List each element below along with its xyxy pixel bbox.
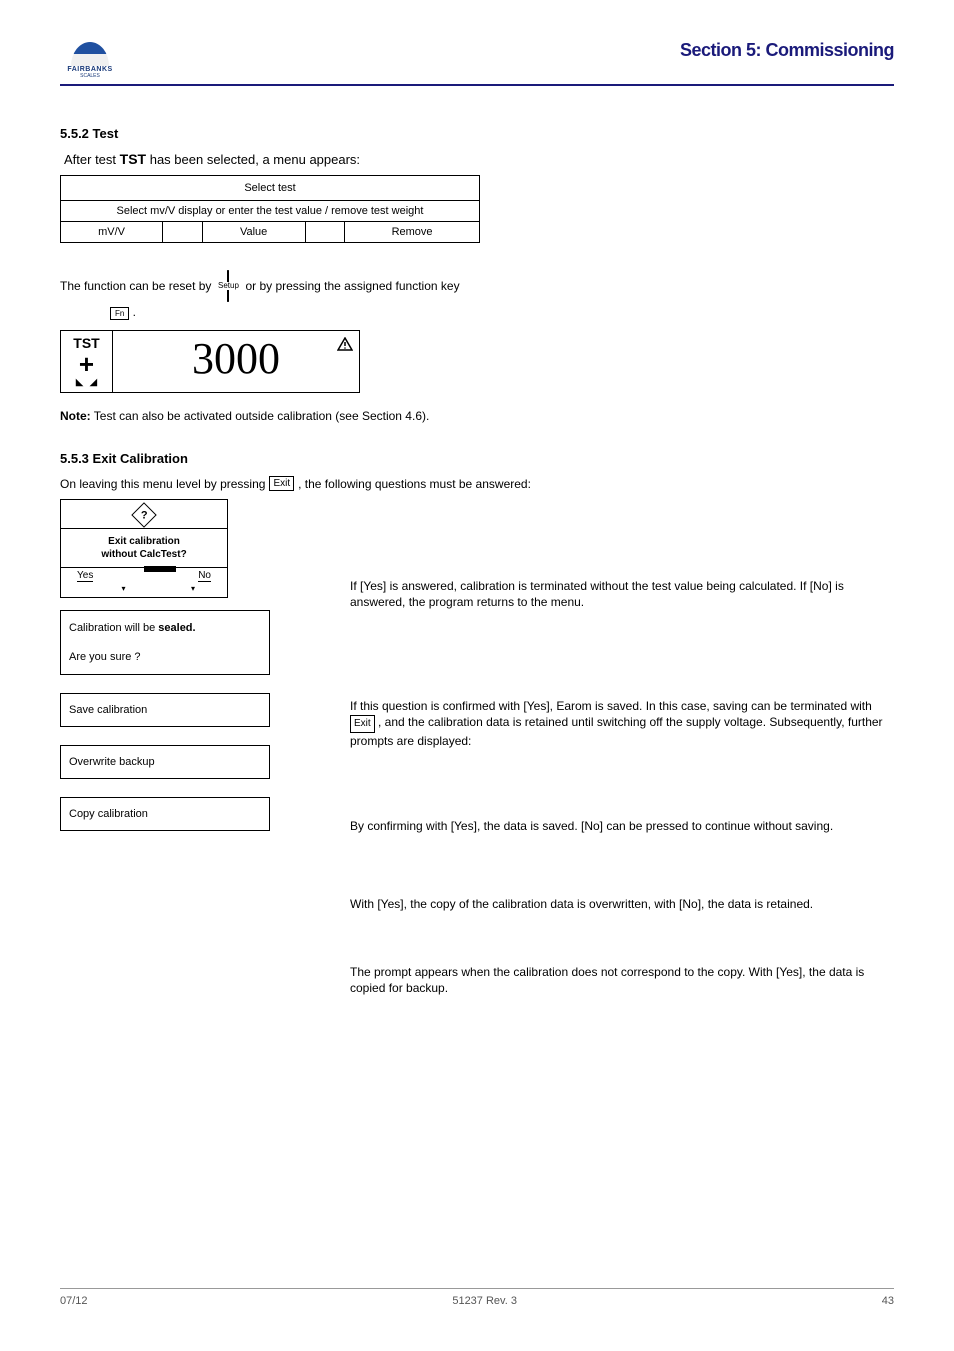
exit-key-icon-2: Exit xyxy=(350,715,375,733)
save-cal-box: Save calibration xyxy=(60,693,270,727)
note-line: Note: Test can also be activated outside… xyxy=(60,409,894,423)
reset-text-1: The function can be reset by xyxy=(60,279,211,293)
seal1-l1: Calibration will be xyxy=(69,622,155,634)
footer-left: 07/12 xyxy=(60,1295,88,1307)
dialog-yes: Yes▾ xyxy=(61,568,144,597)
menu-opt-mvv: mV/V xyxy=(61,222,163,243)
seal1-l3: Are you sure ? xyxy=(69,651,141,663)
dialog-explain: If [Yes] is answered, calibration is ter… xyxy=(350,578,880,610)
menu-title: Select test xyxy=(61,176,480,201)
setup-label: Setup xyxy=(215,282,241,290)
menu-opt-blank1 xyxy=(163,222,203,243)
exit-text-2: , the following questions must be answer… xyxy=(298,477,531,491)
page-header: FAIRBANKS SCALES Section 5: Commissionin… xyxy=(60,40,894,86)
section-title: Section 5: Commissioning xyxy=(680,40,894,61)
reset-text-2: or by pressing the assigned function key xyxy=(245,279,459,293)
menu-row2: Select mv/V display or enter the test va… xyxy=(61,201,480,222)
menu-opt-blank2 xyxy=(305,222,345,243)
subsection-5-5-3-num: 5.5.3 xyxy=(60,451,89,466)
footer-center: 51237 Rev. 3 xyxy=(452,1295,517,1307)
exit-key-icon: Exit xyxy=(269,476,294,491)
fairbanks-logo: FAIRBANKS SCALES xyxy=(60,40,120,80)
setup-icon: Setup xyxy=(215,271,241,301)
reset-line-1: The function can be reset by Setup or by… xyxy=(60,271,894,301)
tst-label: TST xyxy=(120,151,146,167)
subsection-5-5-2: 5.5.2 Test xyxy=(60,126,894,141)
display-left-panel: TST + ◣◢ xyxy=(61,331,113,392)
overwrite-backup-box: Overwrite backup xyxy=(60,745,270,779)
tst-display: TST + ◣◢ 3000 xyxy=(60,330,360,393)
after-test-prefix: After test xyxy=(64,152,120,167)
subsection-5-5-3: 5.5.3 Exit Calibration xyxy=(60,451,894,466)
seal-confirm-box: Calibration will be sealed. Are you sure… xyxy=(60,610,270,675)
seal2-explain: By confirming with [Yes], the data is sa… xyxy=(350,818,890,834)
seal3-explain: With [Yes], the copy of the calibration … xyxy=(350,896,890,912)
seal1-right-1: If this question is confirmed with [Yes]… xyxy=(350,699,872,713)
display-value: 3000 xyxy=(113,331,359,392)
plus-icon: + xyxy=(79,351,94,377)
display-arrows: ◣◢ xyxy=(76,377,97,388)
copy-cal-box: Copy calibration xyxy=(60,797,270,831)
page-footer: 07/12 51237 Rev. 3 43 xyxy=(60,1288,894,1307)
note-prefix: Note: xyxy=(60,409,91,423)
exit-instruction: On leaving this menu level by pressing E… xyxy=(60,476,894,491)
logo-subtext: SCALES xyxy=(80,73,100,79)
seal4-text: Copy calibration xyxy=(69,808,148,820)
dialog-msg-1: Exit calibration xyxy=(108,536,180,547)
seal1-right-2: , and the calibration data is retained u… xyxy=(350,715,883,748)
seal1-explain: If this question is confirmed with [Yes]… xyxy=(350,698,890,749)
subsection-title: Test xyxy=(93,126,119,141)
dialog-no: No▾ xyxy=(145,568,228,597)
seal1-l2: sealed. xyxy=(158,622,195,634)
menu-opt-value: Value xyxy=(202,222,305,243)
select-test-table: Select test Select mv/V display or enter… xyxy=(60,175,480,243)
menu-opt-remove: Remove xyxy=(345,222,480,243)
seal3-text: Overwrite backup xyxy=(69,756,155,768)
seal2-text: Save calibration xyxy=(69,704,147,716)
dialog-question-icon: ? xyxy=(61,500,227,529)
after-test-suffix: has been selected, a menu appears: xyxy=(150,152,360,167)
subsection-number: 5.5.2 xyxy=(60,126,89,141)
dialog-msg-2: without CalcTest? xyxy=(101,549,186,560)
subsection-5-5-3-title: Exit Calibration xyxy=(93,451,188,466)
logo-text: FAIRBANKS xyxy=(67,66,112,73)
footer-right: 43 xyxy=(882,1295,894,1307)
exit-text-1: On leaving this menu level by pressing xyxy=(60,477,265,491)
dialog-message: Exit calibration without CalcTest? xyxy=(61,529,227,567)
after-test-line: After test TST has been selected, a menu… xyxy=(64,151,894,167)
seal4-explain: The prompt appears when the calibration … xyxy=(350,964,890,996)
fn-key-icon: Fn xyxy=(110,307,129,320)
warning-icon xyxy=(337,337,353,354)
fn-key-row: Fn . xyxy=(110,305,894,320)
note-body: Test can also be activated outside calib… xyxy=(94,409,430,423)
exit-dialog: ? Exit calibration without CalcTest? Yes… xyxy=(60,499,228,598)
